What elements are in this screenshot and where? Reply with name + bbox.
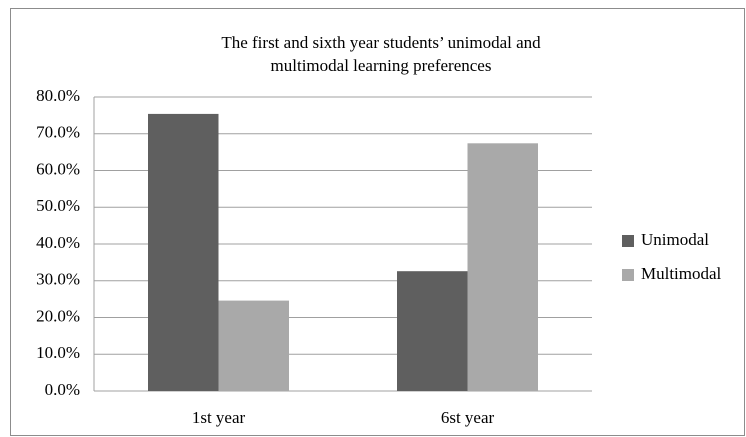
bar <box>397 271 468 391</box>
chart-border <box>10 8 745 436</box>
legend-label: Multimodal <box>641 264 722 283</box>
x-tick-label: 6st year <box>441 408 495 427</box>
x-tick-label: 1st year <box>192 408 246 427</box>
y-tick-label: 0.0% <box>45 380 80 399</box>
y-tick-label: 60.0% <box>36 159 80 178</box>
y-tick-label: 50.0% <box>36 196 80 215</box>
chart-title: multimodal learning preferences <box>271 56 492 75</box>
y-tick-label: 10.0% <box>36 343 80 362</box>
bar <box>148 113 219 391</box>
y-tick-label: 40.0% <box>36 233 80 252</box>
chart-title: The first and sixth year students’ unimo… <box>221 33 541 52</box>
legend-swatch <box>622 235 634 247</box>
y-tick-label: 70.0% <box>36 123 80 142</box>
bar <box>467 143 538 391</box>
bar <box>218 300 289 391</box>
y-tick-label: 20.0% <box>36 306 80 325</box>
legend-label: Unimodal <box>641 230 709 249</box>
y-tick-label: 30.0% <box>36 270 80 289</box>
legend-swatch <box>622 269 634 281</box>
y-tick-label: 80.0% <box>36 86 80 105</box>
